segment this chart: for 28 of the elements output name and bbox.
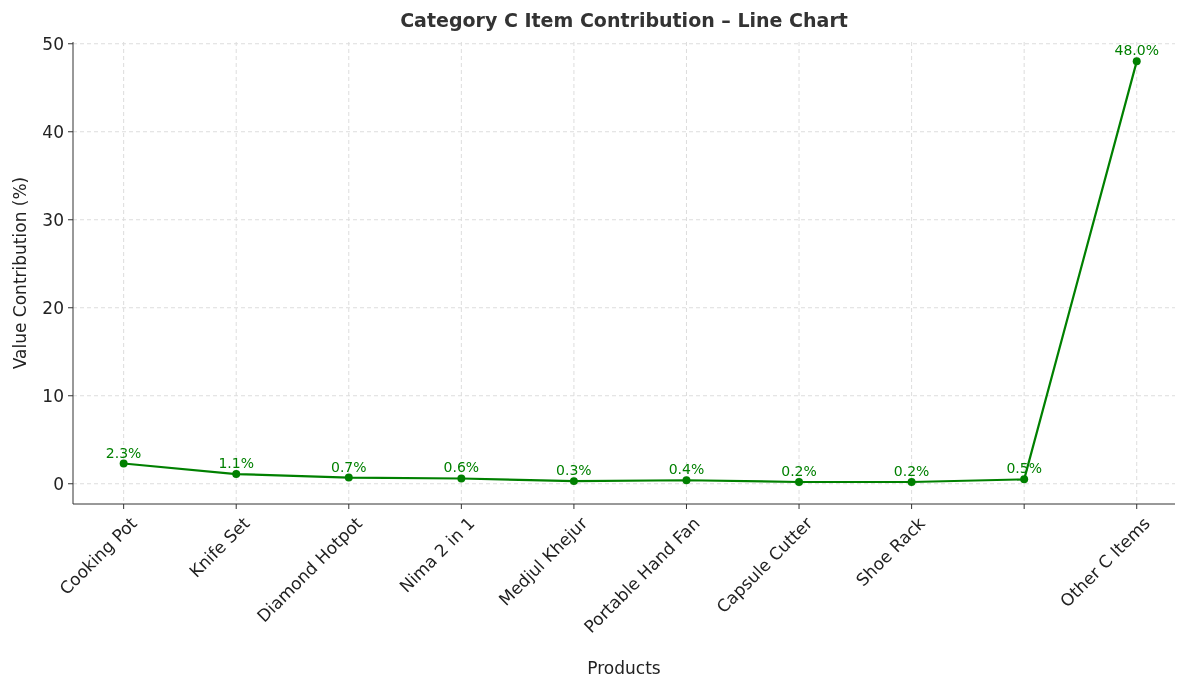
y-tick-label: 50 [42, 33, 64, 54]
point [1020, 475, 1029, 484]
chart-title: Category C Item Contribution – Line Chart [400, 9, 848, 31]
point [457, 474, 466, 483]
point [119, 459, 128, 468]
point [907, 478, 916, 486]
data-label: 0.2% [781, 463, 817, 479]
point [344, 473, 353, 482]
y-tick-label: 10 [42, 385, 64, 406]
y-tick-label: 0 [53, 473, 64, 494]
data-label: 0.3% [556, 462, 592, 479]
point [232, 470, 241, 479]
point [795, 478, 804, 486]
data-label: 1.1% [218, 455, 255, 472]
data-label: 0.2% [893, 463, 930, 479]
y-tick-label: 30 [42, 209, 64, 230]
y-tick-label: 20 [42, 297, 64, 318]
data-label: 0.4% [668, 461, 705, 478]
data-label: 48.0% [1114, 42, 1159, 59]
point [682, 476, 691, 485]
y-tick-label: 40 [42, 121, 64, 142]
data-label: 2.3% [105, 444, 142, 461]
y-axis-title: Value Contribution (%) [10, 176, 30, 370]
data-label: 0.7% [330, 458, 367, 475]
data-label: 0.6% [443, 459, 480, 476]
point [1132, 57, 1141, 66]
x-axis-title: Products [587, 658, 661, 678]
point [569, 477, 578, 486]
